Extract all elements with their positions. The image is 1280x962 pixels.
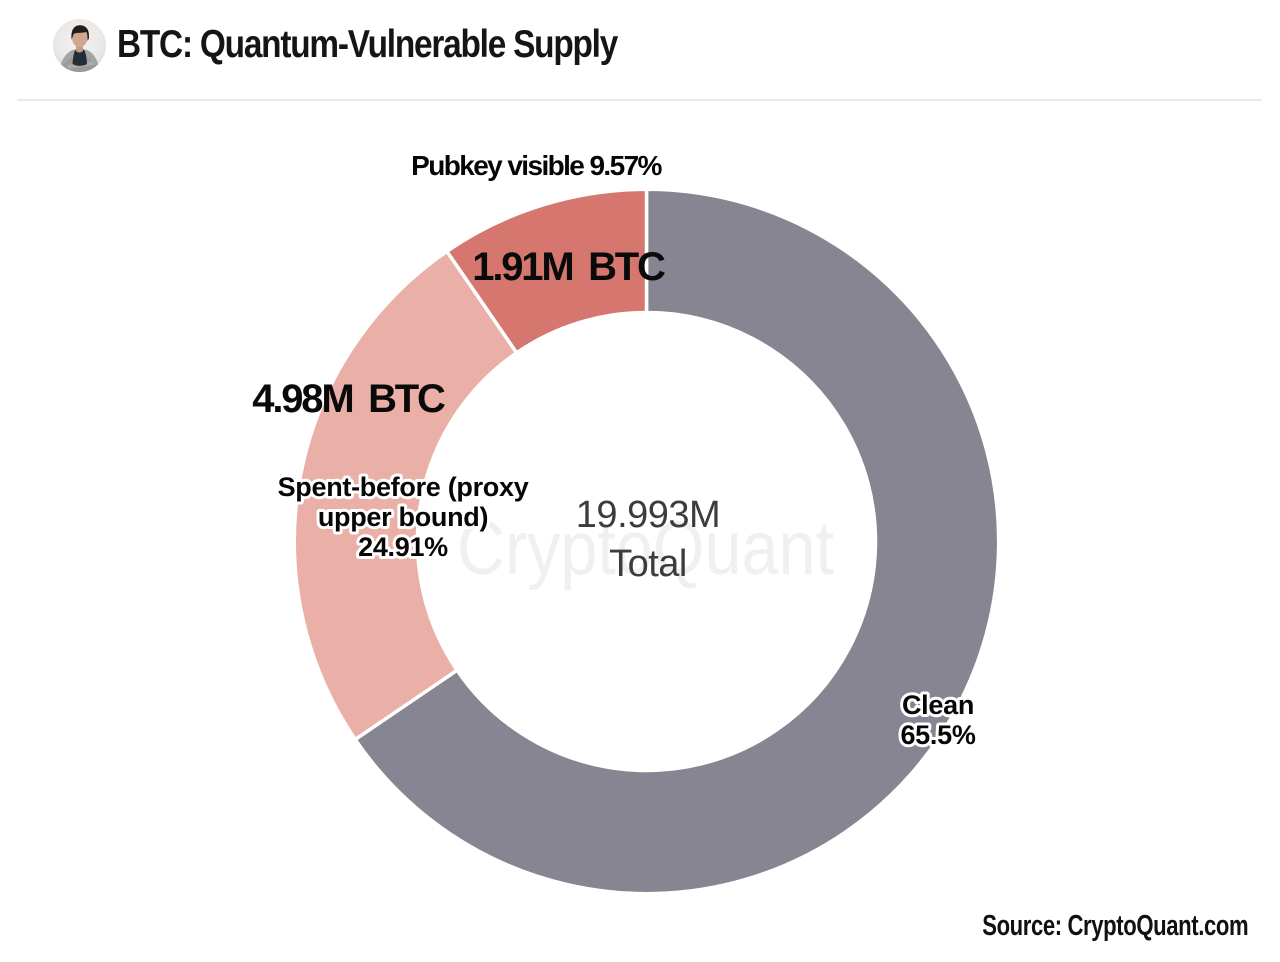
svg-text:4.98M BTC: 4.98M BTC [252, 377, 445, 421]
svg-text:19.993M: 19.993M [576, 494, 720, 536]
svg-text:24.91%: 24.91% [358, 532, 448, 562]
svg-text:Pubkey visible 9.57%: Pubkey visible 9.57% [411, 150, 662, 181]
svg-text:1.91M BTC: 1.91M BTC [472, 245, 665, 289]
svg-text:Clean: Clean [902, 690, 974, 720]
svg-text:CryptoQuant: CryptoQuant [457, 506, 834, 591]
svg-text:65.5%: 65.5% [900, 720, 975, 750]
svg-text:Spent-before (proxy: Spent-before (proxy [278, 472, 529, 502]
svg-text:upper bound): upper bound) [318, 502, 488, 532]
svg-text:Total: Total [609, 543, 687, 585]
